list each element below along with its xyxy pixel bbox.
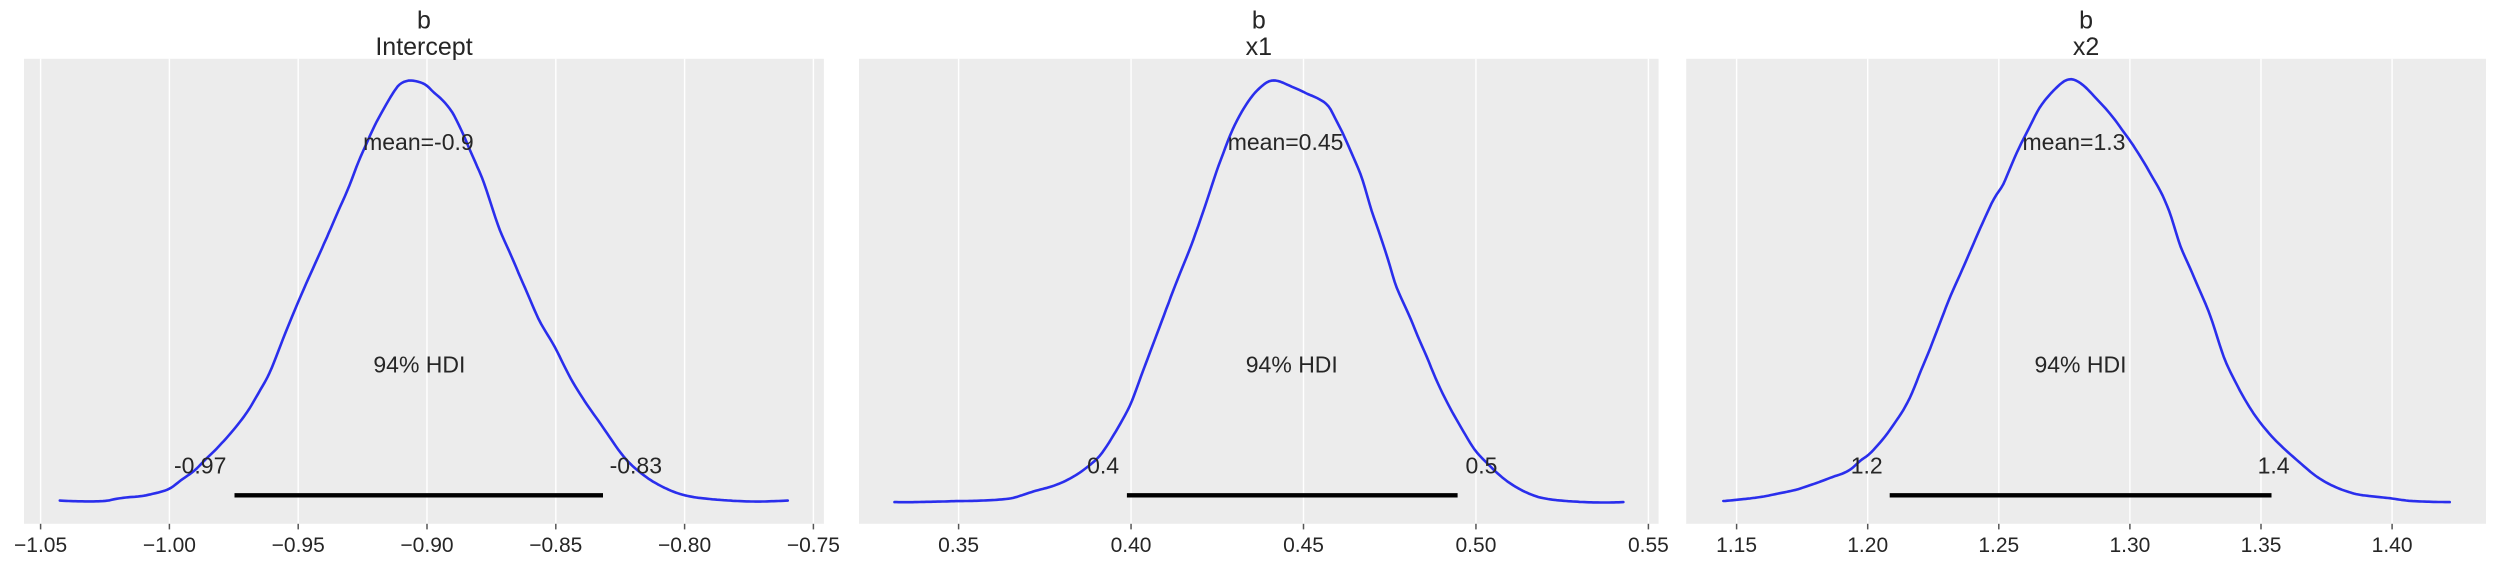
svg-text:−1.05: −1.05 [14,534,67,557]
svg-text:−0.90: −0.90 [400,534,453,557]
svg-text:x2: x2 [2073,33,2099,61]
svg-text:0.45: 0.45 [1283,534,1324,557]
svg-text:0.35: 0.35 [938,534,979,557]
svg-text:1.30: 1.30 [2109,534,2150,557]
svg-text:1.4: 1.4 [2258,452,2290,478]
svg-text:0.5: 0.5 [1466,452,1498,478]
svg-text:0.55: 0.55 [1628,534,1669,557]
svg-text:b: b [1252,6,1266,34]
svg-text:mean=1.3: mean=1.3 [2023,129,2126,155]
svg-text:−0.95: −0.95 [272,534,325,557]
svg-text:mean=0.45: mean=0.45 [1228,129,1344,155]
svg-text:1.15: 1.15 [1716,534,1757,557]
svg-text:94% HDI: 94% HDI [1246,352,1338,378]
svg-text:x1: x1 [1246,33,1272,61]
svg-text:−0.85: −0.85 [529,534,582,557]
svg-text:-0.83: -0.83 [610,452,662,478]
svg-text:94% HDI: 94% HDI [2034,352,2126,378]
svg-text:1.25: 1.25 [1978,534,2019,557]
svg-text:0.50: 0.50 [1456,534,1497,557]
svg-text:1.35: 1.35 [2241,534,2282,557]
svg-text:0.40: 0.40 [1111,534,1152,557]
svg-text:1.40: 1.40 [2372,534,2413,557]
svg-text:b: b [417,6,431,34]
svg-text:0.4: 0.4 [1087,452,1119,478]
svg-text:−1.00: −1.00 [143,534,196,557]
svg-text:94% HDI: 94% HDI [373,352,465,378]
svg-text:Intercept: Intercept [375,33,472,61]
svg-text:1.2: 1.2 [1851,452,1883,478]
svg-text:−0.80: −0.80 [658,534,711,557]
svg-text:−0.75: −0.75 [787,534,840,557]
svg-text:b: b [2079,6,2093,34]
svg-text:-0.97: -0.97 [174,452,226,478]
svg-text:1.20: 1.20 [1847,534,1888,557]
svg-text:mean=-0.9: mean=-0.9 [363,129,474,155]
